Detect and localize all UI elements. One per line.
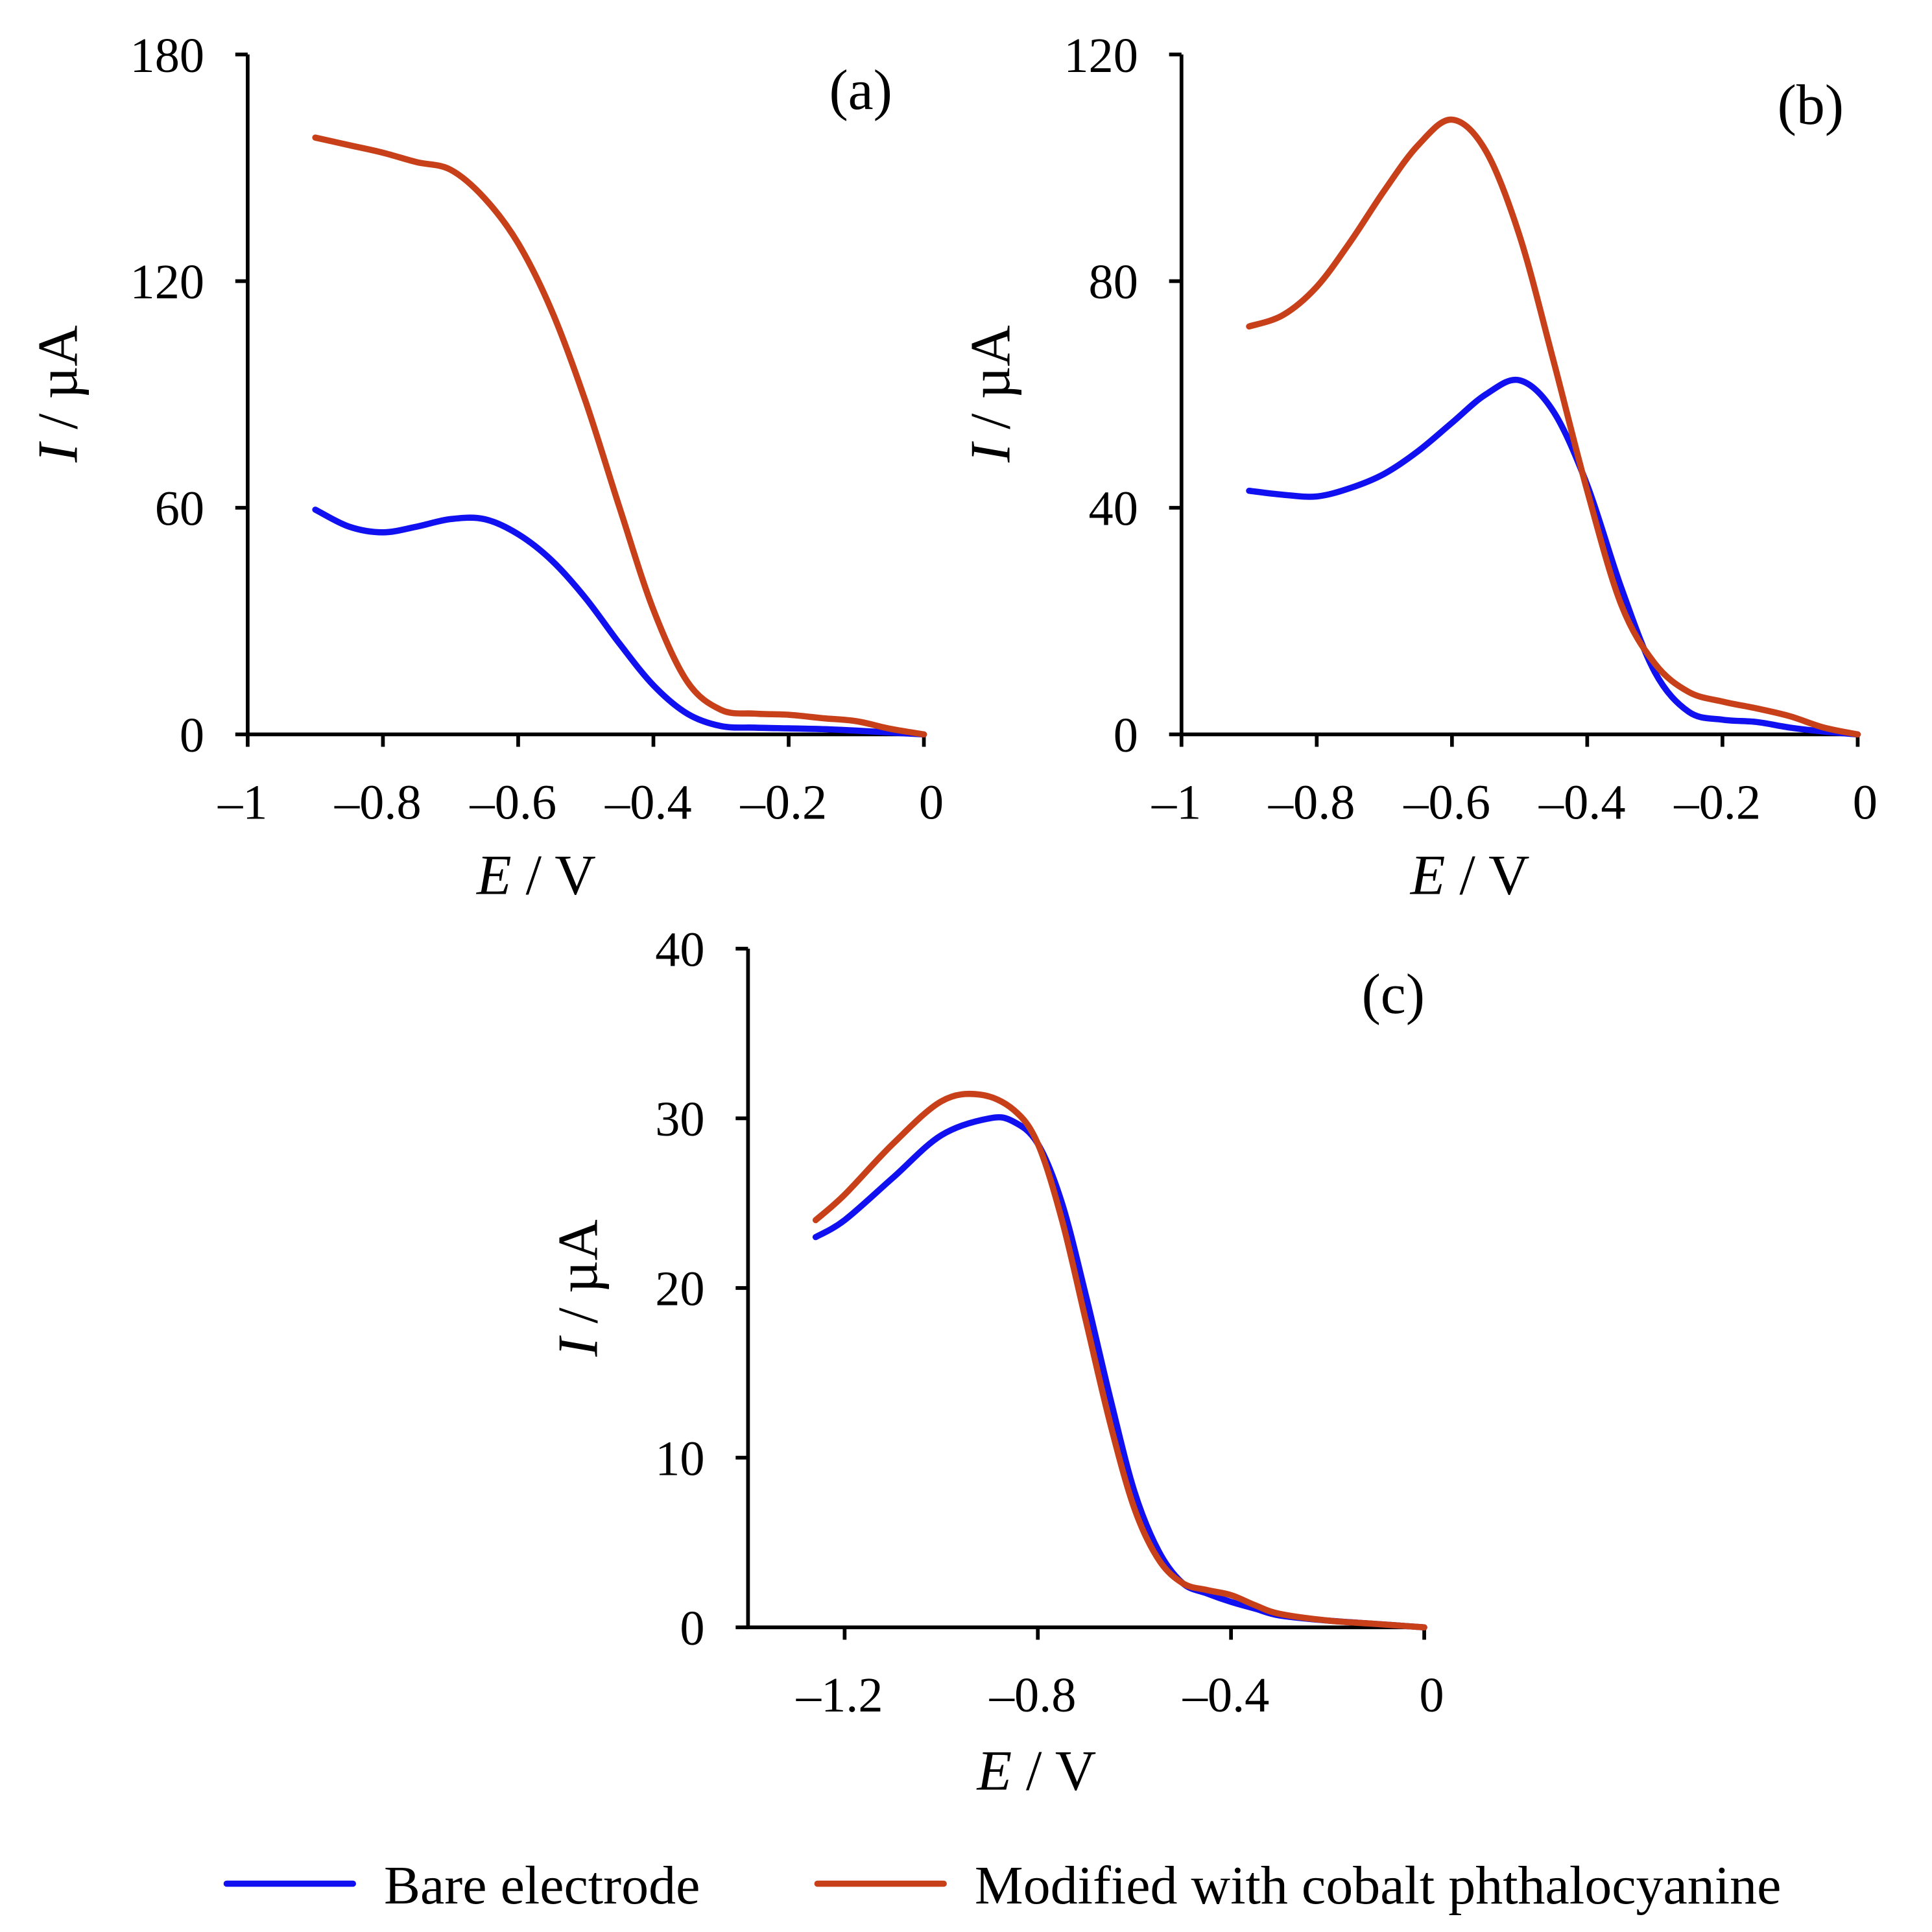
legend-label-modified: Modified with cobalt phthalocyanine xyxy=(975,1855,1782,1916)
y-tick-label: 30 xyxy=(655,1091,704,1147)
x-axis-unit: / V xyxy=(1445,844,1529,907)
chart-panel-c: 0 10 20 30 40 –1.2 –0.8 –0.4 0 (c) E / V I / µA xyxy=(547,922,1444,1803)
y-axis-symbol: I xyxy=(959,441,1022,463)
x-axis-symbol: E xyxy=(975,1739,1012,1802)
x-tick-label: 0 xyxy=(1853,774,1878,829)
x-tick-label: 0 xyxy=(919,774,944,829)
panel-label: (a) xyxy=(829,59,892,122)
x-tick-label: –0.2 xyxy=(1673,774,1761,829)
y-tick-label: 80 xyxy=(1089,254,1138,309)
x-axis-label: E / V xyxy=(975,1739,1096,1802)
y-axis-symbol: I xyxy=(547,1335,610,1357)
x-axis-symbol: E xyxy=(475,844,512,907)
series-line-bare xyxy=(812,1114,1427,1631)
y-tick-label: 0 xyxy=(680,1601,704,1656)
y-axis-unit: / µA xyxy=(547,1219,610,1337)
y-axis-unit: / µA xyxy=(959,325,1022,443)
y-tick-label: 120 xyxy=(130,254,205,309)
x-tick-label: –1 xyxy=(1151,774,1201,829)
chart-panel-b: 0 40 80 120 –1 –0.8 –0.6 –0.4 –0.2 0 (b) E / V I / µ… xyxy=(959,28,1878,907)
y-axis-label: I / µA xyxy=(959,325,1022,463)
y-tick-label: 20 xyxy=(655,1261,704,1317)
x-tick-label: –0.8 xyxy=(334,774,422,829)
y-axis-unit: / µA xyxy=(27,325,89,443)
x-tick-label: –0.8 xyxy=(989,1667,1077,1723)
y-tick-label: 40 xyxy=(1089,481,1138,536)
x-axis-label: E / V xyxy=(1409,844,1530,907)
y-tick-label: 60 xyxy=(155,481,204,536)
series-line-modified xyxy=(312,134,927,738)
y-axis-label: I / µA xyxy=(27,325,89,463)
legend-label-bare: Bare electrode xyxy=(384,1855,700,1916)
series-line-modified xyxy=(812,1090,1427,1631)
panel-label: (c) xyxy=(1362,963,1425,1026)
x-tick-label: –0.6 xyxy=(1403,774,1490,829)
y-tick-label: 40 xyxy=(655,922,704,977)
y-axis-symbol: I xyxy=(27,441,89,463)
x-tick-label: –1.2 xyxy=(796,1667,883,1723)
x-tick-label: –0.8 xyxy=(1268,774,1355,829)
x-tick-label: –1 xyxy=(217,774,267,829)
series-line-modified xyxy=(1246,116,1861,738)
x-axis-unit: / V xyxy=(512,844,596,907)
chart-panel-a: 0 60 120 180 –1 –0.8 –0.6 –0.4 –0.2 0 (a) E / V I / … xyxy=(27,28,944,907)
y-tick-label: 10 xyxy=(655,1431,704,1486)
x-tick-label: –0.4 xyxy=(1182,1667,1270,1723)
y-tick-label: 180 xyxy=(130,28,205,83)
x-tick-label: –0.4 xyxy=(604,774,692,829)
y-tick-label: 0 xyxy=(180,708,204,763)
x-tick-label: –0.6 xyxy=(470,774,557,829)
axes xyxy=(1179,54,1858,737)
y-tick-label: 0 xyxy=(1114,708,1138,763)
x-axis-unit: / V xyxy=(1012,1739,1096,1802)
series-line-bare xyxy=(312,507,927,738)
y-tick-label: 120 xyxy=(1064,28,1138,83)
x-tick-label: –0.4 xyxy=(1538,774,1626,829)
x-tick-label: –0.2 xyxy=(740,774,828,829)
x-axis-label: E / V xyxy=(475,844,596,907)
panel-label: (b) xyxy=(1778,74,1844,137)
y-axis-label: I / µA xyxy=(547,1219,610,1357)
series-line-bare xyxy=(1246,376,1861,738)
x-axis-symbol: E xyxy=(1409,844,1446,907)
x-tick-label: 0 xyxy=(1419,1667,1444,1723)
legend: Bare electrode Modified with cobalt phth… xyxy=(223,1855,1782,1916)
